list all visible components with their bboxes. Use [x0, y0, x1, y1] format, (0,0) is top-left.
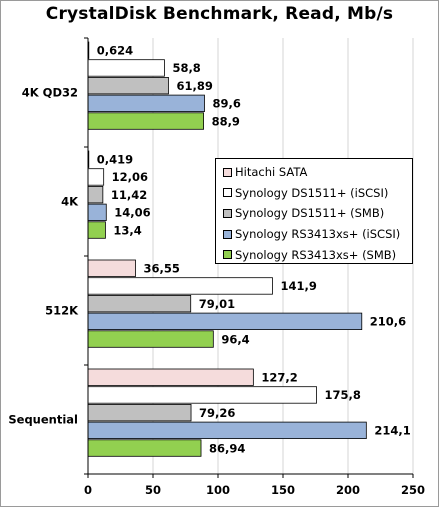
bar-1-4 — [87, 221, 106, 239]
legend-swatch-2 — [223, 208, 232, 218]
bar-0-2 — [87, 77, 169, 95]
category-label-3: Sequential — [8, 413, 78, 427]
legend-label-1: Synology DS1511+ (iSCSI) — [235, 185, 389, 200]
category-label-0: 4K QD32 — [22, 86, 78, 100]
category-label-2: 512K — [45, 304, 79, 318]
bar-3-3 — [87, 421, 367, 440]
legend-label-2: Synology DS1511+ (SMB) — [235, 206, 385, 221]
data-label-3-0: 127,2 — [261, 370, 297, 384]
legend-item-3: Synology RS3413xs+ (iSCSI) — [223, 224, 412, 245]
x-tick-label-5: 250 — [401, 483, 425, 497]
bar-1-1 — [87, 168, 105, 186]
x-tick-label-1: 50 — [145, 483, 161, 497]
bar-2-0 — [87, 259, 136, 277]
x-tick-label-2: 100 — [206, 483, 230, 497]
legend-swatch-4 — [223, 250, 232, 260]
data-label-1-1: 12,06 — [112, 170, 148, 184]
legend-swatch-0 — [223, 167, 232, 177]
bar-0-3 — [87, 94, 205, 112]
bar-3-2 — [87, 403, 192, 422]
data-label-2-2: 79,01 — [199, 297, 235, 311]
data-label-3-1: 175,8 — [325, 388, 361, 402]
legend-item-2: Synology DS1511+ (SMB) — [223, 203, 412, 224]
bar-2-1 — [87, 277, 273, 295]
bar-2-3 — [87, 312, 363, 331]
legend-item-4: Synology RS3413xs+ (SMB) — [223, 244, 412, 265]
x-tick-label-0: 0 — [84, 483, 92, 497]
data-label-0-3: 89,6 — [212, 97, 240, 111]
data-label-1-4: 13,4 — [113, 223, 141, 237]
data-label-1-0: 0,419 — [97, 152, 133, 166]
bar-2-4 — [87, 330, 214, 348]
data-label-2-4: 96,4 — [221, 332, 249, 346]
bar-1-3 — [87, 203, 107, 222]
bar-1-2 — [87, 185, 104, 204]
bar-3-0 — [87, 368, 254, 386]
data-label-1-2: 11,42 — [111, 188, 147, 202]
data-label-3-3: 214,1 — [374, 424, 410, 438]
data-label-1-3: 14,06 — [114, 206, 150, 220]
data-label-2-3: 210,6 — [370, 315, 406, 329]
bar-3-4 — [87, 439, 202, 457]
x-tick-label-3: 150 — [271, 483, 295, 497]
legend-label-4: Synology RS3413xs+ (SMB) — [235, 247, 397, 262]
bar-0-4 — [87, 112, 204, 130]
legend-swatch-1 — [223, 188, 232, 198]
x-tick-label-4: 200 — [336, 483, 360, 497]
data-label-2-0: 36,55 — [144, 261, 180, 275]
category-label-1: 4K — [61, 195, 79, 209]
data-label-0-1: 58,8 — [172, 61, 200, 75]
data-label-0-0: 0,624 — [97, 43, 133, 57]
data-label-3-4: 86,94 — [209, 441, 245, 455]
bar-0-1 — [87, 59, 165, 77]
data-label-0-4: 88,9 — [212, 114, 240, 128]
legend-label-0: Hitachi SATA — [235, 165, 308, 180]
chart-legend: Hitachi SATA Synology DS1511+ (iSCSI) Syno… — [215, 158, 413, 264]
data-label-0-2: 61,89 — [176, 79, 212, 93]
legend-swatch-3 — [223, 229, 232, 239]
legend-item-0: Hitachi SATA — [223, 162, 412, 183]
bar-3-1 — [87, 386, 317, 404]
legend-label-3: Synology RS3413xs+ (iSCSI) — [235, 227, 401, 242]
legend-item-1: Synology DS1511+ (iSCSI) — [223, 183, 412, 204]
bar-2-2 — [87, 294, 192, 313]
chart-title: CrystalDisk Benchmark, Read, Mb/s — [45, 4, 394, 24]
data-label-2-1: 141,9 — [280, 279, 316, 293]
data-label-3-2: 79,26 — [199, 406, 235, 420]
